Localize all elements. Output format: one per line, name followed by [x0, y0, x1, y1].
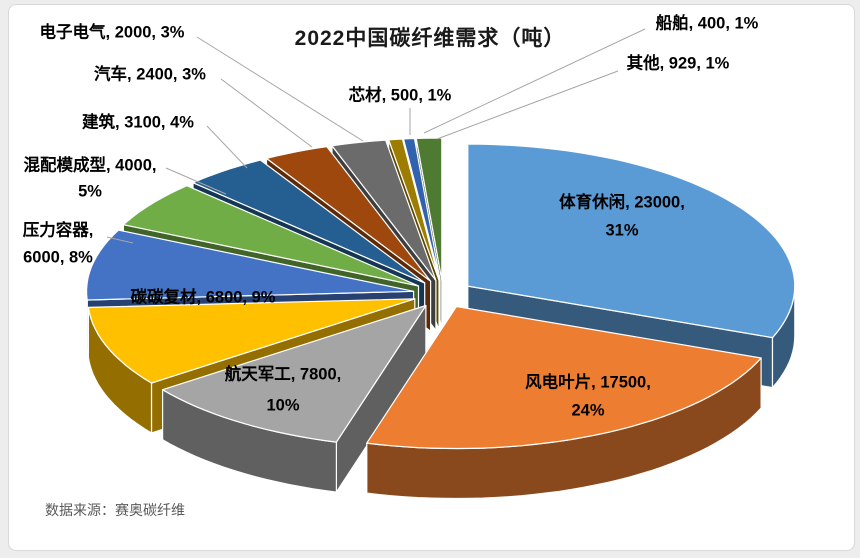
pie-slice-3 [87, 298, 416, 384]
slice-label-6: 建筑, 3100, 4% [82, 111, 194, 131]
leader-line-8 [196, 36, 364, 142]
leader-line-5 [165, 167, 227, 195]
slice-label-2: 10% [266, 396, 299, 414]
pie-slice-8 [331, 139, 437, 281]
slice-label-5: 混配模成型, 4000, [24, 154, 157, 174]
source-note: 数据来源：赛奥碳纤维 [45, 502, 185, 518]
leader-line-7 [220, 78, 313, 148]
pie-slice-0 [467, 143, 796, 339]
leader-line-4 [106, 236, 134, 244]
slice-label-4: 压力容器, [23, 219, 94, 239]
leader-line-11 [436, 70, 619, 140]
pie-slice-11 [415, 137, 443, 281]
slice-label-1: 风电叶片, 17500, [525, 371, 651, 391]
pie-slice-2 [162, 304, 427, 443]
slice-label-1: 24% [571, 401, 604, 419]
slice-label-3: 碳碳复材, 6800, 9% [131, 286, 276, 306]
slice-label-8: 电子电气, 2000, 3% [40, 21, 185, 41]
slice-label-9: 芯材, 500, 1% [349, 84, 452, 104]
slice-label-2: 航天军工, 7800, [225, 363, 341, 383]
leader-line-6 [206, 125, 248, 169]
slice-label-5: 5% [78, 182, 102, 200]
pie-slice-9 [388, 138, 440, 281]
slice-label-0: 体育休闲, 23000, [559, 191, 685, 211]
pie-slice-1 [366, 305, 762, 450]
slice-label-0: 31% [605, 221, 638, 239]
pie-slice-6 [192, 159, 426, 284]
pie-slice-5 [122, 185, 420, 287]
slice-label-11: 其他, 929, 1% [627, 52, 730, 72]
slice-label-4: 6000, 8% [23, 248, 93, 266]
chart-title: 2022中国碳纤维需求（吨） [294, 27, 566, 50]
leader-line-10 [423, 28, 646, 134]
slice-label-7: 汽车, 2400, 3% [94, 63, 206, 83]
pie-slice-10 [402, 137, 441, 281]
slice-label-10: 船舶, 400, 1% [656, 12, 759, 32]
pie-slice-7 [265, 146, 432, 282]
